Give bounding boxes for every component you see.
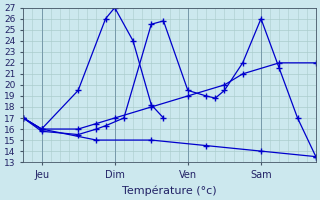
X-axis label: Température (°c): Température (°c): [122, 185, 217, 196]
